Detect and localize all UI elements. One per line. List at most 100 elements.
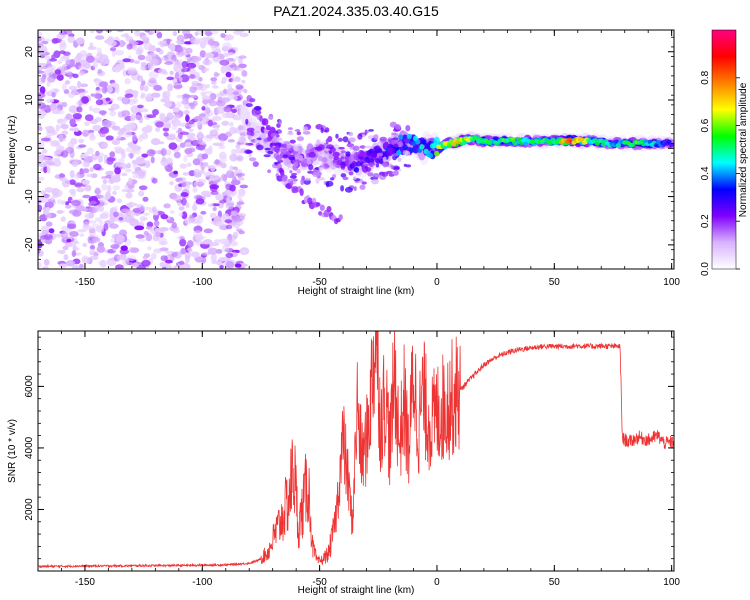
heatmap-cell [160,148,167,157]
heatmap-cell [404,150,411,156]
heatmap-cell [135,234,145,239]
heatmap-cell [76,187,85,193]
heatmap-x-tick-label: 50 [549,277,561,288]
heatmap-cell [164,61,174,65]
heatmap-cell [38,204,43,212]
heatmap-x-tick-label: -100 [192,277,212,288]
heatmap-cell [164,259,173,264]
heatmap-cell [225,34,234,41]
heatmap-cell [231,179,241,186]
heatmap-cell [38,70,45,74]
heatmap-cell [86,52,93,60]
heatmap-cell [379,136,388,142]
heatmap-cell [325,138,329,145]
heatmap-cell [65,113,73,120]
heatmap-cell [182,172,190,176]
heatmap-cell [145,94,153,102]
heatmap-cell [184,148,193,155]
heatmap-cell [191,251,200,258]
heatmap-cell [332,151,340,158]
heatmap-cell [39,86,46,95]
heatmap-cell [198,169,206,174]
heatmap-cell [372,151,378,158]
heatmap-cell [143,212,150,216]
heatmap-cell [216,221,224,226]
heatmap-cell [59,30,68,35]
heatmap-cell [387,148,393,153]
heatmap-cell [186,162,192,168]
heatmap-cell [78,144,87,148]
heatmap-cell [140,92,146,98]
heatmap-cell [45,221,53,227]
heatmap-cell [105,97,111,102]
heatmap-cell [176,101,182,108]
heatmap-cell [144,30,150,33]
heatmap-cell [41,40,49,45]
heatmap-cell [148,77,157,84]
heatmap-cell [202,59,212,66]
heatmap-cell [219,59,230,66]
heatmap-cell [61,200,67,206]
heatmap-cell [151,92,161,98]
heatmap-cell [225,252,234,258]
heatmap-cell [110,174,121,179]
heatmap-cell [193,168,200,177]
heatmap-cell [229,64,235,68]
heatmap-cell [67,91,76,98]
heatmap-cell [292,178,298,182]
heatmap-cell [221,213,230,220]
heatmap-cell [326,144,334,150]
heatmap-cell [253,130,261,134]
snr-y-axis: 2000 4000 6000 [24,336,674,560]
heatmap-cell [181,211,188,220]
heatmap-signal-layer [239,89,674,225]
heatmap-cell [403,163,407,167]
heatmap-cell [668,143,674,148]
heatmap-cell [109,151,116,158]
heatmap-cell [359,184,366,190]
heatmap-cell [335,162,340,166]
heatmap-cell [38,111,45,120]
snr-x-tick-label: -50 [312,577,327,588]
heatmap-cell [93,92,101,99]
heatmap-cell [189,94,198,99]
heatmap-cell [61,124,69,130]
heatmap-cell [110,103,120,110]
heatmap-cell [150,252,157,260]
colorbar-label: Normalized spectral amplitude [738,82,749,217]
heatmap-cell [137,75,144,82]
heatmap-cell [197,38,207,45]
heatmap-cell [78,70,85,76]
heatmap-cell [162,261,167,267]
heatmap-cell [87,46,97,51]
heatmap-cell [231,78,238,83]
heatmap-cell [296,131,301,136]
heatmap-cell [92,107,101,114]
heatmap-cell [113,205,118,211]
heatmap-cell [94,187,101,195]
heatmap-cell [311,197,317,203]
heatmap-cell [391,132,397,135]
heatmap-cell [114,85,120,94]
heatmap-cell [87,220,97,224]
heatmap-cell [338,214,343,221]
heatmap-cell [68,85,78,91]
heatmap-cell [116,198,123,204]
heatmap-cell [294,129,301,132]
heatmap-cell [105,191,111,199]
heatmap-cell [67,36,75,44]
snr-frame [37,330,675,572]
heatmap-cell [146,114,157,118]
heatmap-cell [107,184,112,193]
snr-y-tick-label: 2000 [24,498,35,521]
heatmap-cell [76,88,86,93]
heatmap-cell [234,263,242,268]
heatmap-cell [61,83,67,92]
heatmap-cell [147,246,152,251]
heatmap-cell [142,196,149,202]
heatmap-cell [90,200,97,205]
heatmap-cell [167,83,174,92]
heatmap-cell [236,169,243,174]
heatmap-cell [196,138,203,143]
heatmap-cell [254,139,259,143]
